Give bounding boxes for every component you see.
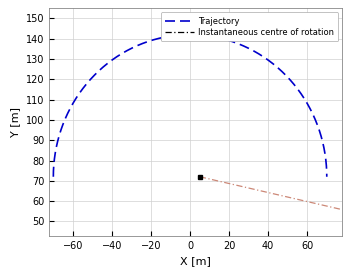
X-axis label: X [m]: X [m] — [180, 256, 211, 266]
Legend: Trajectory, Instantaneous centre of rotation: Trajectory, Instantaneous centre of rota… — [161, 12, 338, 41]
Y-axis label: Y [m]: Y [m] — [11, 107, 20, 137]
